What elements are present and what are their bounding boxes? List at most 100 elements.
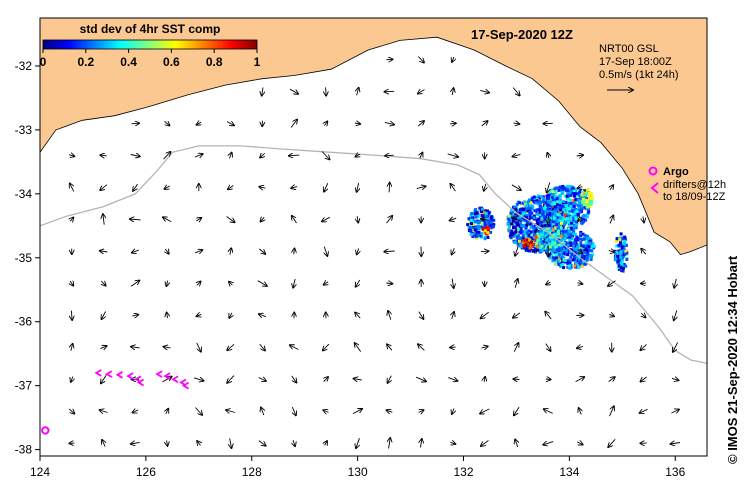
sst-pixel bbox=[586, 188, 590, 191]
current-vector bbox=[640, 344, 647, 350]
sst-pixel bbox=[527, 233, 531, 237]
sst-pixel bbox=[547, 196, 551, 200]
sst-pixel bbox=[551, 212, 555, 216]
sst-pixel bbox=[483, 231, 487, 235]
sst-pixel bbox=[571, 232, 575, 236]
sst-pixel bbox=[553, 262, 557, 266]
sst-pixel bbox=[554, 253, 558, 257]
current-vector bbox=[163, 217, 172, 222]
sst-pixel bbox=[535, 196, 539, 199]
sst-pixel bbox=[515, 228, 519, 232]
current-vector bbox=[481, 121, 488, 127]
sst-pixel bbox=[491, 224, 495, 228]
current-vector bbox=[357, 182, 359, 192]
sst-pixel bbox=[542, 220, 546, 224]
sst-pixel bbox=[571, 203, 575, 206]
sst-pixel bbox=[550, 202, 554, 206]
sst-pixel bbox=[558, 206, 562, 210]
plot-frame bbox=[39, 17, 708, 457]
current-vector bbox=[545, 312, 552, 320]
current-vector bbox=[386, 59, 392, 60]
sst-pixel bbox=[486, 217, 490, 221]
sst-pixel bbox=[540, 194, 544, 198]
sst-pixel bbox=[591, 241, 595, 245]
current-vector bbox=[324, 121, 327, 125]
sst-pixel bbox=[545, 243, 549, 247]
sst-pixel bbox=[551, 198, 555, 202]
current-vector bbox=[230, 153, 232, 159]
current-vector bbox=[259, 314, 267, 317]
current-vector bbox=[388, 375, 392, 383]
sst-pixel bbox=[558, 213, 562, 217]
sst-pixel bbox=[487, 219, 491, 223]
sst-pixel bbox=[534, 235, 538, 239]
sst-pixel bbox=[563, 237, 567, 241]
sst-pixel bbox=[512, 205, 516, 209]
sst-pixel bbox=[540, 207, 544, 211]
x-tick-label: 136 bbox=[665, 465, 685, 479]
sst-pixel bbox=[556, 241, 560, 245]
sst-pixel bbox=[552, 238, 556, 242]
current-vector bbox=[384, 251, 395, 252]
sst-pixel bbox=[509, 231, 513, 235]
sst-pixel bbox=[547, 229, 551, 232]
sst-pixel bbox=[585, 256, 589, 260]
current-vector bbox=[324, 377, 329, 382]
y-tick-label: -36 bbox=[15, 315, 33, 329]
sst-pixel bbox=[477, 221, 481, 225]
argo-legend: Argo drifters@12h to 18/09-12Z bbox=[648, 166, 726, 203]
vector-scale: 0.5m/s (1kt 24h) bbox=[599, 69, 678, 81]
x-tick-label: 126 bbox=[136, 465, 156, 479]
current-vector bbox=[480, 90, 489, 92]
sst-pixel bbox=[589, 245, 593, 249]
sst-pixel bbox=[586, 240, 590, 244]
sst-pixel bbox=[619, 232, 623, 236]
current-vector bbox=[356, 438, 360, 448]
sst-pixel bbox=[562, 266, 566, 270]
bathymetry-contour bbox=[40, 145, 707, 364]
current-vector bbox=[387, 410, 393, 412]
sst-pixel bbox=[531, 242, 535, 246]
sst-pixel bbox=[553, 202, 557, 206]
sst-pixel bbox=[532, 214, 536, 218]
sst-pixel bbox=[546, 200, 550, 204]
sst-pixel bbox=[557, 215, 561, 219]
sst-pixel bbox=[519, 208, 522, 212]
current-vector bbox=[481, 440, 489, 447]
current-vector bbox=[294, 249, 295, 255]
current-vector bbox=[513, 379, 520, 380]
current-vector bbox=[322, 216, 331, 221]
current-vector bbox=[164, 186, 170, 189]
sst-pixel bbox=[551, 196, 555, 200]
current-vector bbox=[71, 376, 73, 382]
sst-pixel bbox=[540, 235, 544, 239]
sst-pixel bbox=[619, 251, 623, 255]
sst-pixel bbox=[572, 244, 575, 248]
sst-pixel bbox=[581, 190, 585, 194]
sst-pixel bbox=[573, 264, 577, 268]
current-vector bbox=[417, 121, 424, 127]
sst-pixel bbox=[582, 195, 586, 199]
sst-pixel bbox=[551, 243, 555, 247]
sst-pixel bbox=[580, 254, 584, 258]
sst-pixel bbox=[510, 209, 513, 212]
drifter-position bbox=[163, 372, 171, 380]
current-vector bbox=[641, 283, 647, 284]
sst-pixel bbox=[518, 201, 521, 205]
current-vector bbox=[421, 439, 422, 448]
sst-pixel bbox=[578, 210, 582, 214]
australia-land bbox=[40, 18, 707, 256]
sst-pixel bbox=[624, 243, 628, 247]
sst-pixel bbox=[578, 194, 582, 198]
sst-pixel bbox=[532, 249, 535, 253]
sst-pixel bbox=[554, 256, 558, 260]
current-vector bbox=[418, 90, 425, 94]
sst-pixel bbox=[529, 206, 533, 210]
sst-pixel bbox=[581, 232, 585, 236]
sst-pixel bbox=[563, 211, 567, 215]
current-vector bbox=[515, 439, 518, 448]
current-vector bbox=[452, 312, 454, 319]
sst-pixel bbox=[532, 195, 536, 199]
sst-pixel bbox=[476, 233, 480, 237]
sst-pixel bbox=[531, 237, 535, 241]
